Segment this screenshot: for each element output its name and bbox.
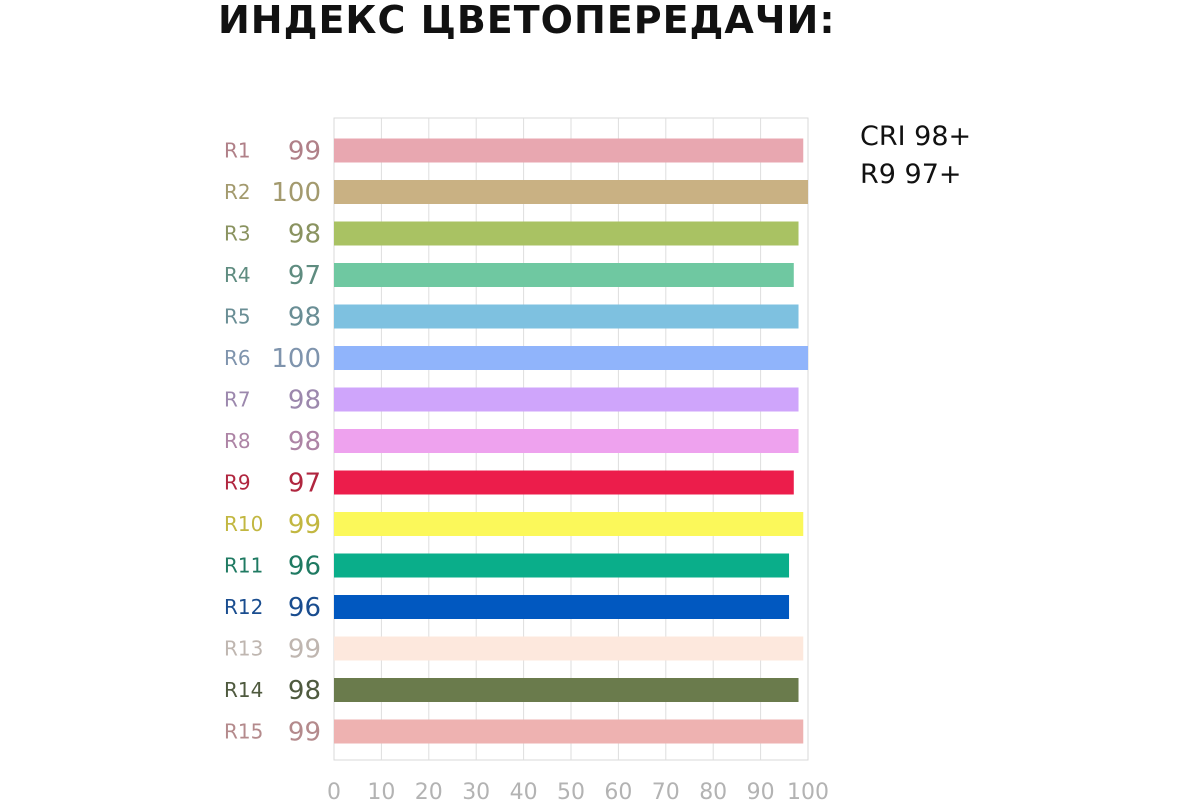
x-tick-label-90: 90 xyxy=(747,780,775,800)
page-title: ИНДЕКС ЦВЕТОПЕРЕДАЧИ: xyxy=(218,0,836,42)
bar-r6 xyxy=(334,346,808,370)
row-label-r13: R13 xyxy=(224,637,263,661)
bar-r12 xyxy=(334,595,790,619)
row-label-r11: R11 xyxy=(224,554,263,578)
row-label-r2: R2 xyxy=(224,180,251,204)
bar-r8 xyxy=(334,429,799,453)
bar-r9 xyxy=(334,470,794,495)
value-label-r9: 97 xyxy=(288,469,321,499)
value-label-r10: 99 xyxy=(288,510,321,540)
x-tick-label-60: 60 xyxy=(604,780,632,800)
bar-r14 xyxy=(334,678,799,702)
value-label-r5: 98 xyxy=(288,303,321,333)
bar-r4 xyxy=(334,263,794,287)
value-label-r8: 98 xyxy=(288,427,321,457)
bar-r5 xyxy=(334,304,799,329)
row-label-r7: R7 xyxy=(224,388,251,412)
row-label-r5: R5 xyxy=(224,305,251,329)
value-label-r11: 96 xyxy=(288,552,321,582)
row-label-r4: R4 xyxy=(224,263,251,287)
bar-r15 xyxy=(334,719,804,744)
bar-r1 xyxy=(334,138,804,163)
bar-r2 xyxy=(334,180,808,204)
row-label-r10: R10 xyxy=(224,512,263,536)
bar-r10 xyxy=(334,512,804,536)
row-label-r1: R1 xyxy=(224,139,251,163)
x-tick-label-30: 30 xyxy=(462,780,490,800)
x-tick-label-40: 40 xyxy=(510,780,538,800)
x-tick-label-50: 50 xyxy=(557,780,585,800)
row-label-r12: R12 xyxy=(224,595,263,619)
row-label-r3: R3 xyxy=(224,222,251,246)
row-label-r15: R15 xyxy=(224,720,263,744)
x-tick-label-20: 20 xyxy=(415,780,443,800)
value-label-r2: 100 xyxy=(271,178,321,208)
cri-summary-r9: R9 97+ xyxy=(860,159,962,190)
value-label-r12: 96 xyxy=(288,593,321,623)
value-label-r13: 99 xyxy=(288,635,321,665)
bar-r3 xyxy=(334,221,799,246)
bar-r7 xyxy=(334,387,799,412)
value-label-r6: 100 xyxy=(271,344,321,374)
bar-r13 xyxy=(334,636,804,661)
x-tick-label-100: 100 xyxy=(787,780,829,800)
row-label-r6: R6 xyxy=(224,346,251,370)
x-tick-label-80: 80 xyxy=(699,780,727,800)
value-label-r1: 99 xyxy=(288,137,321,167)
x-tick-label-70: 70 xyxy=(652,780,680,800)
value-label-r4: 97 xyxy=(288,261,321,291)
value-label-r3: 98 xyxy=(288,220,321,250)
value-label-r14: 98 xyxy=(288,676,321,706)
x-tick-label-10: 10 xyxy=(367,780,395,800)
x-tick-label-0: 0 xyxy=(327,780,341,800)
bar-r11 xyxy=(334,553,790,578)
value-label-r15: 99 xyxy=(288,718,321,748)
row-label-r8: R8 xyxy=(224,429,251,453)
cri-summary: CRI 98+ R9 97+ xyxy=(860,118,971,194)
row-label-r14: R14 xyxy=(224,678,263,702)
cri-summary-cri: CRI 98+ xyxy=(860,121,972,152)
row-label-r9: R9 xyxy=(224,471,251,495)
value-label-r7: 98 xyxy=(288,386,321,416)
